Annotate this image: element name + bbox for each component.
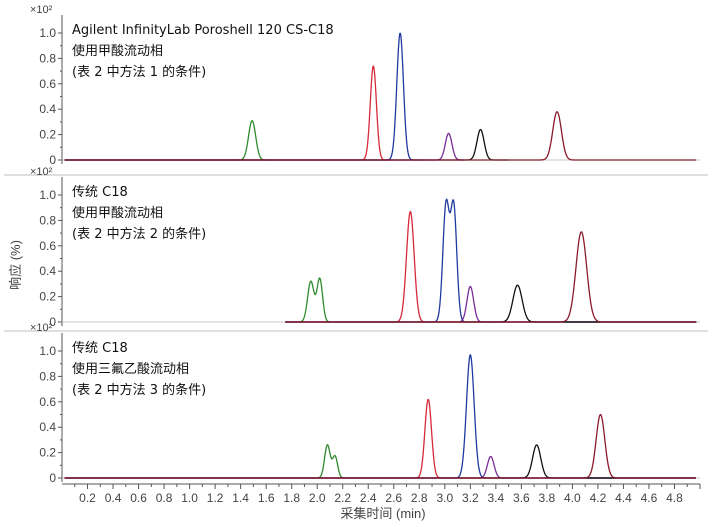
chart-panel-3: ×10² 0 0.2 0.4 0.6 0.8 1.0 传统 C18 使用三氟乙酸流动相 (表 2 … — [4, 322, 708, 505]
series-trace-3 — [285, 198, 697, 323]
x-tick-label: 1.4 — [232, 491, 249, 505]
x-tick-label: 2.6 — [385, 491, 402, 505]
x-tick-label: 1.0 — [181, 491, 198, 505]
panel-label: 使用甲酸流动相 — [72, 205, 163, 221]
x-tick-label: 0.2 — [79, 491, 96, 505]
x-tick-label: 0.8 — [156, 491, 173, 505]
y-tick-label: 0.2 — [39, 290, 56, 304]
x-tick-label: 4.0 — [564, 491, 581, 505]
series-trace-6 — [64, 413, 697, 479]
series-trace-1 — [285, 277, 697, 323]
panel-label: 传统 C18 — [72, 185, 128, 200]
x-tick-label: 3.0 — [436, 491, 453, 505]
panel-label: Agilent InfinityLab Poroshell 120 CS-C18 — [72, 23, 334, 38]
x-tick-label: 3.4 — [487, 491, 504, 505]
x-tick-label: 1.2 — [207, 491, 224, 505]
y-tick-label: 0.2 — [39, 128, 56, 142]
y-tick-label: 0.4 — [39, 102, 56, 116]
panel-label: 传统 C18 — [72, 341, 128, 356]
series-trace-4 — [285, 285, 697, 323]
x-tick-label: 3.8 — [539, 491, 556, 505]
x-tick-label: 0.6 — [130, 491, 147, 505]
panel-label: (表 2 中方法 1 的条件) — [72, 64, 206, 80]
panel-label: (表 2 中方法 3 的条件) — [72, 382, 206, 398]
y-tick-label: 0.6 — [39, 239, 56, 253]
series-trace-6 — [64, 111, 697, 161]
y-multiplier-label: ×10² — [30, 4, 53, 16]
x-tick-label: 4.2 — [590, 491, 607, 505]
y-tick-label: 0.2 — [39, 446, 56, 460]
y-tick-label: 0.4 — [39, 264, 56, 278]
y-tick-label: 0.8 — [39, 213, 56, 227]
y-tick-label: 1.0 — [39, 344, 56, 358]
x-tick-label: 3.6 — [513, 491, 530, 505]
chart-panel-2: ×10² 0 0.2 0.4 0.6 0.8 1.0 传统 C18 使用甲酸流动相 (表 2 中方… — [4, 166, 708, 329]
chart-panel-1: ×10² 0 0.2 0.4 0.6 0.8 1.0 Agilent InfinityLab … — [30, 4, 700, 167]
x-tick-label: 3.2 — [462, 491, 479, 505]
y-tick-label: 0.6 — [39, 77, 56, 91]
x-tick-label: 4.6 — [641, 491, 658, 505]
series-trace-2 — [285, 210, 697, 323]
y-tick-label: 0 — [49, 471, 56, 485]
series-trace-6 — [285, 231, 697, 323]
x-tick-label: 2.4 — [360, 491, 377, 505]
x-tick-label: 2.0 — [309, 491, 326, 505]
series-trace-5 — [285, 284, 697, 323]
x-axis-label: 采集时间 (min) — [340, 506, 425, 521]
y-tick-label: 1.0 — [39, 188, 56, 202]
series-trace-4 — [64, 455, 697, 479]
x-tick-label: 1.6 — [258, 491, 275, 505]
y-tick-label: 0 — [49, 153, 56, 167]
panel-label: 使用三氟乙酸流动相 — [72, 361, 189, 377]
y-tick-label: 0.4 — [39, 420, 56, 434]
series-trace-4 — [64, 132, 464, 161]
panel-label: (表 2 中方法 2 的条件) — [72, 226, 206, 242]
series-trace-1 — [64, 444, 697, 479]
x-tick-label: 4.4 — [615, 491, 632, 505]
series-trace-5 — [64, 444, 697, 479]
series-trace-2 — [64, 398, 697, 479]
y-axis-label: 响应 (%) — [8, 240, 23, 290]
x-tick-label: 1.8 — [283, 491, 300, 505]
y-tick-label: 1.0 — [39, 26, 56, 40]
panel-label: 使用甲酸流动相 — [72, 43, 163, 59]
y-multiplier-label: ×10² — [30, 166, 53, 178]
x-tick-label: 0.4 — [105, 491, 122, 505]
series-trace-2 — [64, 65, 392, 161]
x-tick-label: 2.2 — [334, 491, 351, 505]
x-tick-label: 4.8 — [666, 491, 683, 505]
y-tick-label: 0.8 — [39, 51, 56, 65]
series-trace-1 — [64, 120, 269, 161]
x-tick-label: 2.8 — [411, 491, 428, 505]
y-multiplier-label: ×10² — [30, 322, 53, 334]
y-tick-label: 0.8 — [39, 369, 56, 383]
y-tick-label: 0 — [49, 315, 56, 329]
y-tick-label: 0.6 — [39, 395, 56, 409]
